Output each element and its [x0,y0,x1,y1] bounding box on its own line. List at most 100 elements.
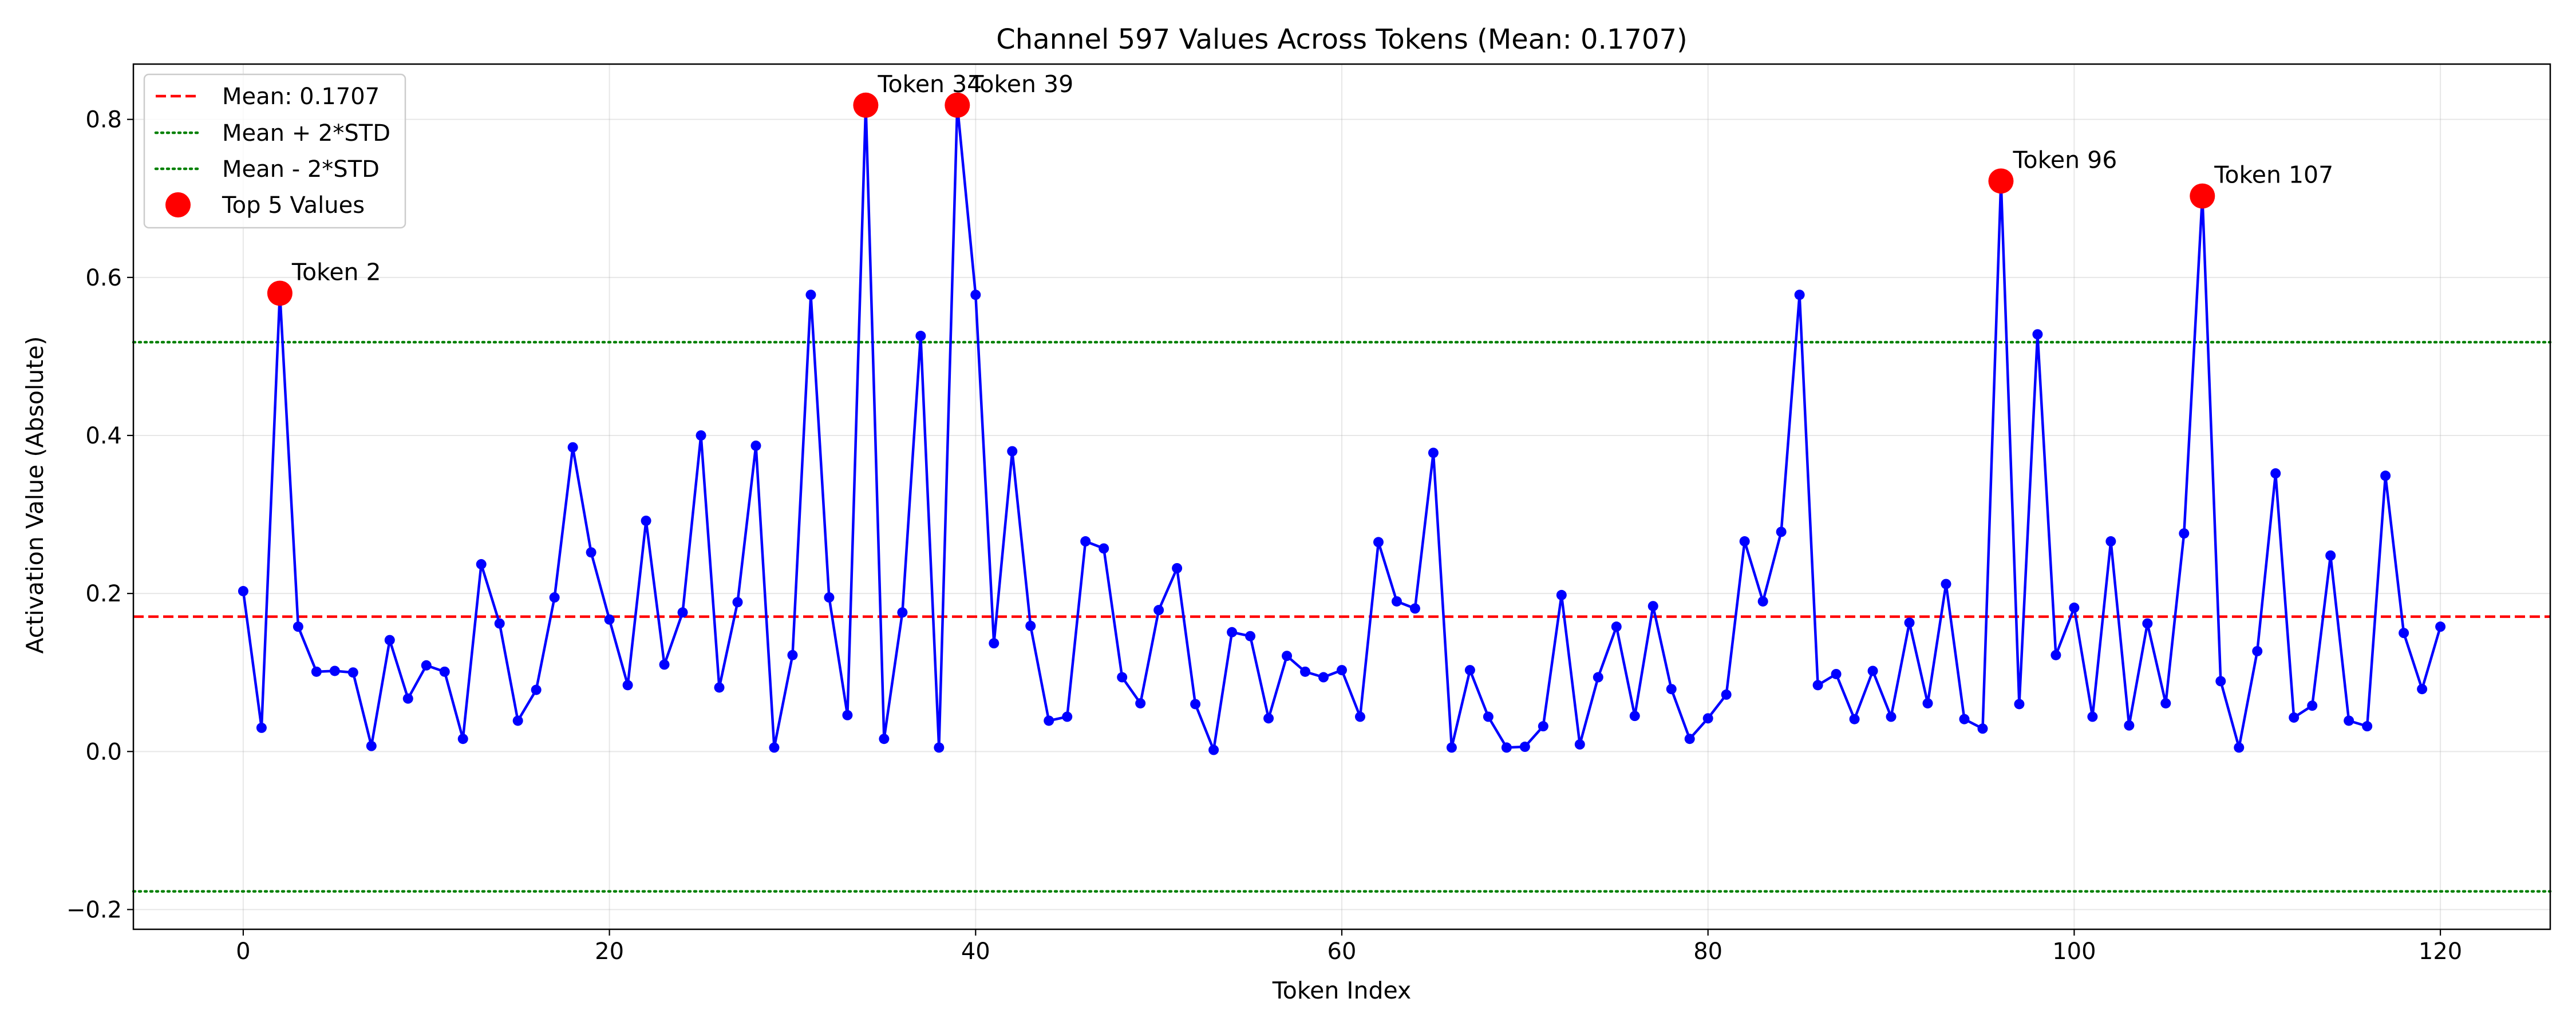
point-annotation: Token 107 [2214,161,2333,189]
data-point [714,682,725,693]
x-tick-label: 80 [1693,938,1722,965]
data-point [2069,603,2080,613]
x-tick-label: 40 [961,938,990,965]
data-point [897,607,908,618]
legend: Mean: 0.1707 Mean + 2*STD Mean - 2*STD Top … [143,73,406,229]
data-point [1099,543,1109,554]
data-point [1831,668,1842,679]
data-point [2234,742,2245,753]
data-point [1337,665,1347,676]
data-point [402,693,413,704]
data-point [1263,713,1274,724]
data-point [2160,698,2171,709]
point-annotation: Token 34 [877,70,982,98]
reference-lines [132,340,2552,893]
data-point [1684,734,1695,744]
data-point [2124,720,2135,731]
data-point [879,734,890,744]
data-point [622,680,633,691]
data-point [1373,537,1384,548]
data-point [970,290,981,300]
data-point [512,715,523,726]
data-point [1666,684,1677,695]
y-tick-label: 0.2 [85,581,122,607]
point-annotation: Token 96 [2012,146,2117,173]
data-point [421,660,432,671]
top-value-marker [1988,168,2014,194]
data-point [787,649,798,660]
data-point [1574,739,1585,750]
data-point [1904,617,1915,628]
data-point [1483,711,1494,722]
data-point [2344,715,2354,726]
data-point [1391,596,1402,607]
data-point [2362,721,2373,732]
x-tick-label: 120 [2419,938,2462,965]
legend-swatch-marker [165,192,191,217]
data-point [1300,666,1311,677]
data-point [805,290,816,300]
legend-box [143,73,406,229]
data-point [1135,698,1146,709]
data-point [641,516,651,526]
data-point [1282,651,1293,661]
data-point [476,559,487,570]
x-tick-label: 20 [595,938,624,965]
data-point [1025,620,1036,631]
data-point [1153,605,1164,616]
data-point [1172,562,1183,573]
data-point [1519,742,1530,752]
data-point [311,666,322,677]
data-point [1245,631,1256,641]
data-point [2215,676,2226,687]
data-point [1007,446,1018,457]
data-point [2105,536,2116,547]
point-annotation: Token 39 [969,70,1073,98]
data-point [915,331,926,342]
legend-label: Top 5 Values [222,192,365,219]
y-tick-label: 0.6 [85,265,122,291]
y-tick-label: 0.4 [85,423,122,449]
data-point [2307,700,2318,711]
legend-label: Mean - 2*STD [222,156,380,183]
data-point [1922,698,1933,709]
data-point [293,621,303,632]
data-point [256,722,267,733]
y-tick-label: 0.0 [85,739,122,765]
data-point [2087,711,2098,722]
axis-ticks: 0 20 40 60 80 100 120 −0.2 0.0 0.2 0.4 0.6 0.8 [66,107,2462,965]
data-point [1739,536,1750,547]
data-point [1080,536,1091,547]
chart-title: Channel 597 Values Across Tokens (Mean: … [996,23,1687,56]
y-tick-label: −0.2 [66,897,122,923]
data-point [1062,711,1073,722]
data-point [750,440,761,451]
data-point [1941,579,1951,589]
data-point [366,740,377,751]
data-point [238,586,248,597]
data-point [1354,711,1365,722]
data-point [1977,723,1988,734]
data-point [1044,715,1054,726]
data-point [1556,589,1567,600]
data-point [347,667,358,678]
data-point [659,659,670,670]
data-point [2142,618,2153,629]
y-axis-label: Activation Value (Absolute) [21,336,49,653]
data-point [2179,528,2190,539]
data-point [1208,744,1219,755]
data-point [2270,468,2281,479]
top-value-marker [945,92,970,118]
data-point [842,710,853,720]
data-point [2435,621,2446,632]
data-point [2399,628,2409,639]
data-point [824,592,835,603]
y-tick-label: 0.8 [85,107,122,133]
data-point [1593,672,1603,683]
legend-label: Mean + 2*STD [222,120,390,146]
data-point [586,547,596,558]
data-point [604,614,615,625]
data-point [1794,290,1805,300]
data-point [1702,713,1713,724]
